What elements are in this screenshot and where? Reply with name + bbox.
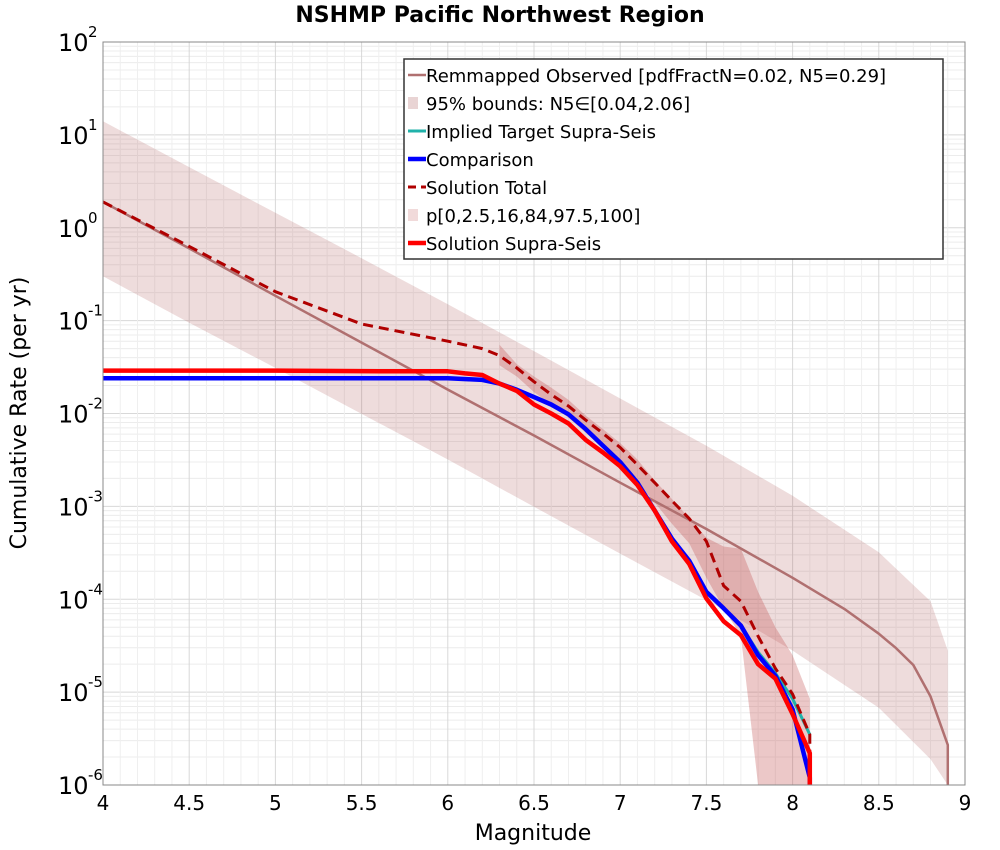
y-tick-label: 10 1: [58, 116, 98, 150]
y-tick-base: 10: [58, 493, 89, 521]
x-tick-label: 9: [959, 791, 972, 815]
y-tick-label: 10 -6: [58, 766, 103, 800]
x-tick-label: 6.5: [518, 791, 550, 815]
series-line-4: [103, 368, 813, 785]
x-tick-label: 5.5: [346, 791, 378, 815]
y-tick-base: 10: [58, 401, 89, 429]
legend-item: Remmapped Observed [pdfFractN=0.02, N5=0…: [408, 66, 886, 87]
y-tick-exponent: -5: [88, 673, 103, 691]
y-tick-base: 10: [58, 29, 89, 57]
y-tick-exponent: -3: [88, 487, 103, 505]
y-tick-exponent: -1: [88, 302, 103, 320]
uncertainty-bands: [103, 121, 948, 786]
y-tick-base: 10: [58, 679, 89, 707]
x-tick-label: 4.5: [173, 791, 205, 815]
x-axis-label: Magnitude: [475, 821, 592, 846]
legend-item: p[0,2.5,16,84,97.5,100]: [408, 206, 640, 227]
series-line-3: [102, 200, 812, 785]
x-axis-ticks: 4 4.5 5 5.5 6 6.5 7 7.5 8 8.5 9: [97, 791, 972, 815]
legend-label: Solution Total: [426, 178, 547, 199]
y-tick-label: 10 -4: [58, 580, 103, 614]
y-tick-label: 10 2: [58, 23, 98, 57]
y-tick-label: 10 0: [58, 209, 98, 243]
x-tick-label: 8.5: [863, 791, 895, 815]
legend-label: Implied Target Supra-Seis: [426, 122, 656, 143]
legend-label: Comparison: [426, 150, 534, 171]
legend-item: Implied Target Supra-Seis: [408, 122, 656, 143]
legend-swatch: [408, 209, 418, 221]
y-tick-exponent: -2: [88, 395, 103, 413]
legend: Remmapped Observed [pdfFractN=0.02, N5=0…: [403, 58, 944, 260]
y-tick-base: 10: [58, 308, 89, 336]
y-tick-exponent: 2: [88, 23, 98, 41]
y-tick-base: 10: [58, 122, 89, 150]
band-1: [499, 344, 810, 785]
y-tick-exponent: -6: [88, 766, 103, 784]
legend-item: Solution Total: [408, 178, 547, 199]
legend-swatch: [408, 97, 418, 109]
x-tick-label: 5: [269, 791, 282, 815]
x-tick-label: 4: [97, 791, 110, 815]
legend-label: Remmapped Observed [pdfFractN=0.02, N5=0…: [426, 66, 886, 87]
series-lines: [102, 200, 950, 785]
x-tick-label: 7: [614, 791, 627, 815]
legend-label: 95% bounds: N5∈[0.04,2.06]: [426, 94, 690, 115]
legend-item: Solution Supra-Seis: [408, 234, 601, 255]
x-tick-label: 7.5: [690, 791, 722, 815]
y-tick-label: 10 -5: [58, 673, 103, 707]
y-tick-label: 10 -1: [58, 302, 103, 336]
y-axis-label: Cumulative Rate (per yr): [7, 277, 32, 550]
legend-item: Comparison: [408, 150, 534, 171]
plot-area-frame: [102, 41, 966, 786]
y-tick-label: 10 -2: [58, 395, 103, 429]
legend-label: Solution Supra-Seis: [426, 234, 601, 255]
y-tick-base: 10: [58, 772, 89, 800]
y-tick-label: 10 -3: [58, 487, 103, 521]
y-tick-exponent: -4: [88, 580, 103, 598]
x-tick-label: 8: [786, 791, 799, 815]
chart-title: NSHMP Pacific Northwest Region: [295, 3, 704, 28]
legend-box: [403, 58, 944, 260]
y-tick-exponent: 0: [88, 209, 98, 227]
x-tick-label: 6: [441, 791, 454, 815]
y-tick-base: 10: [58, 586, 89, 614]
legend-item: 95% bounds: N5∈[0.04,2.06]: [408, 94, 690, 115]
series-line-0: [102, 200, 950, 785]
y-tick-exponent: 1: [88, 116, 98, 134]
band-0: [103, 121, 948, 786]
y-tick-base: 10: [58, 215, 89, 243]
legend-label: p[0,2.5,16,84,97.5,100]: [426, 206, 640, 227]
